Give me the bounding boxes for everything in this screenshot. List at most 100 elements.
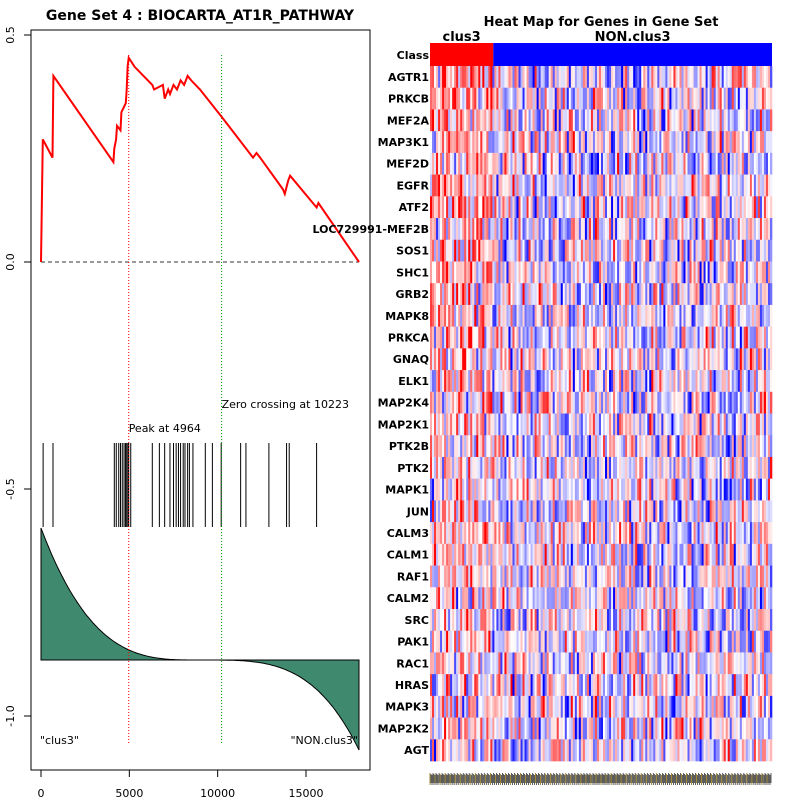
heatmap-cell (601, 435, 604, 458)
heatmap-cell (542, 609, 545, 632)
heatmap-cell (486, 66, 489, 89)
heatmap-cell (488, 326, 491, 349)
heatmap-cell (741, 543, 745, 566)
heatmap-cell (598, 456, 602, 479)
heatmap-cell (761, 652, 765, 675)
heatmap-cell (755, 565, 759, 588)
heatmap-cell (536, 543, 539, 566)
heatmap-cell (526, 152, 529, 175)
heatmap-cell (675, 283, 678, 306)
heatmap-cell (735, 587, 739, 610)
heatmap-cell (490, 196, 493, 219)
heatmap-cell (689, 391, 692, 414)
heatmap-cell (765, 174, 769, 197)
heatmap-cell (687, 456, 690, 479)
heatmap-cell (687, 348, 690, 371)
heatmap-cell (518, 326, 521, 349)
heatmap-cell (721, 326, 725, 349)
heatmap-cell (707, 283, 710, 306)
heatmap-cells (430, 66, 773, 762)
heatmap-cell (484, 261, 487, 284)
heatmap-cell (691, 261, 694, 284)
heatmap-cell (619, 652, 622, 675)
heatmap-cell (464, 413, 467, 436)
heatmap-cell (721, 587, 725, 610)
heatmap-cell (747, 326, 751, 349)
heatmap-cell (685, 435, 688, 458)
heatmap-cell (625, 587, 628, 610)
heatmap-cell (651, 543, 654, 566)
heatmap-cell (520, 522, 523, 545)
heatmap-cell (430, 131, 433, 154)
heatmap-cell (767, 261, 771, 284)
heatmap-cell (609, 674, 612, 697)
heatmap-cell (530, 630, 533, 653)
heatmap-cell (458, 174, 461, 197)
heatmap-cell (446, 304, 449, 327)
heatmap-cell (598, 174, 602, 197)
heatmap-cell (659, 109, 662, 132)
heatmap-cell (749, 478, 753, 501)
heatmap-cell (544, 370, 547, 393)
heatmap-cell (554, 391, 558, 414)
heatmap-cell (568, 283, 572, 306)
heatmap-cell (502, 370, 505, 393)
heatmap-cell (524, 152, 527, 175)
heatmap-cell (432, 326, 435, 349)
heatmap-cell (540, 413, 543, 436)
heatmap-cell (490, 456, 493, 479)
heatmap-cell (741, 435, 745, 458)
heatmap-cell (430, 326, 433, 349)
heatmap-cell (613, 87, 616, 110)
heatmap-cell (717, 196, 720, 219)
heatmap-cell (727, 413, 731, 436)
heatmap-cell (713, 109, 716, 132)
heatmap-cell (472, 391, 475, 414)
heatmap-cell (544, 348, 547, 371)
heatmap-cell (576, 304, 580, 327)
heatmap-cell (564, 196, 568, 219)
heatmap-cell (723, 370, 727, 393)
heatmap-cell (685, 283, 688, 306)
heatmap-cell (737, 304, 741, 327)
heatmap-cell (633, 66, 636, 89)
heatmap-cell (432, 261, 435, 284)
heatmap-cell (570, 500, 574, 523)
heatmap-cell (683, 391, 686, 414)
heatmap-cell (480, 326, 483, 349)
heatmap-cell (707, 565, 710, 588)
heatmap-cell (442, 522, 445, 545)
heatmap-cell (639, 66, 642, 89)
heatmap-cell (747, 239, 751, 262)
heatmap-cell (669, 435, 672, 458)
heatmap-cell (721, 435, 725, 458)
heatmap-cell (673, 500, 676, 523)
heatmap-cell (570, 456, 574, 479)
heatmap-cell (596, 326, 600, 349)
heatmap-cell (460, 630, 463, 653)
heatmap-cell (667, 87, 670, 110)
heatmap-cell (753, 66, 757, 89)
heatmap-cell (580, 674, 584, 697)
heatmap-cell (749, 500, 753, 523)
heatmap-cell (747, 652, 751, 675)
heatmap-cell (492, 435, 495, 458)
heatmap-cell (665, 587, 668, 610)
heatmap-cell (745, 304, 749, 327)
heatmap-cell (536, 565, 539, 588)
heatmap-cell (596, 218, 600, 241)
heatmap-cell (480, 109, 483, 132)
heatmap-cell (578, 543, 582, 566)
heatmap-cell (434, 261, 437, 284)
heatmap-cell (689, 478, 692, 501)
heatmap-cell (741, 522, 745, 545)
heatmap-cell (739, 522, 743, 545)
heatmap-cell (759, 456, 763, 479)
heatmap-cell (586, 174, 590, 197)
heatmap-cell (717, 174, 720, 197)
heatmap-cell (522, 500, 525, 523)
heatmap-cell (755, 413, 759, 436)
heatmap-cell (763, 304, 767, 327)
heatmap-cell (619, 109, 622, 132)
heatmap-cell (681, 152, 684, 175)
